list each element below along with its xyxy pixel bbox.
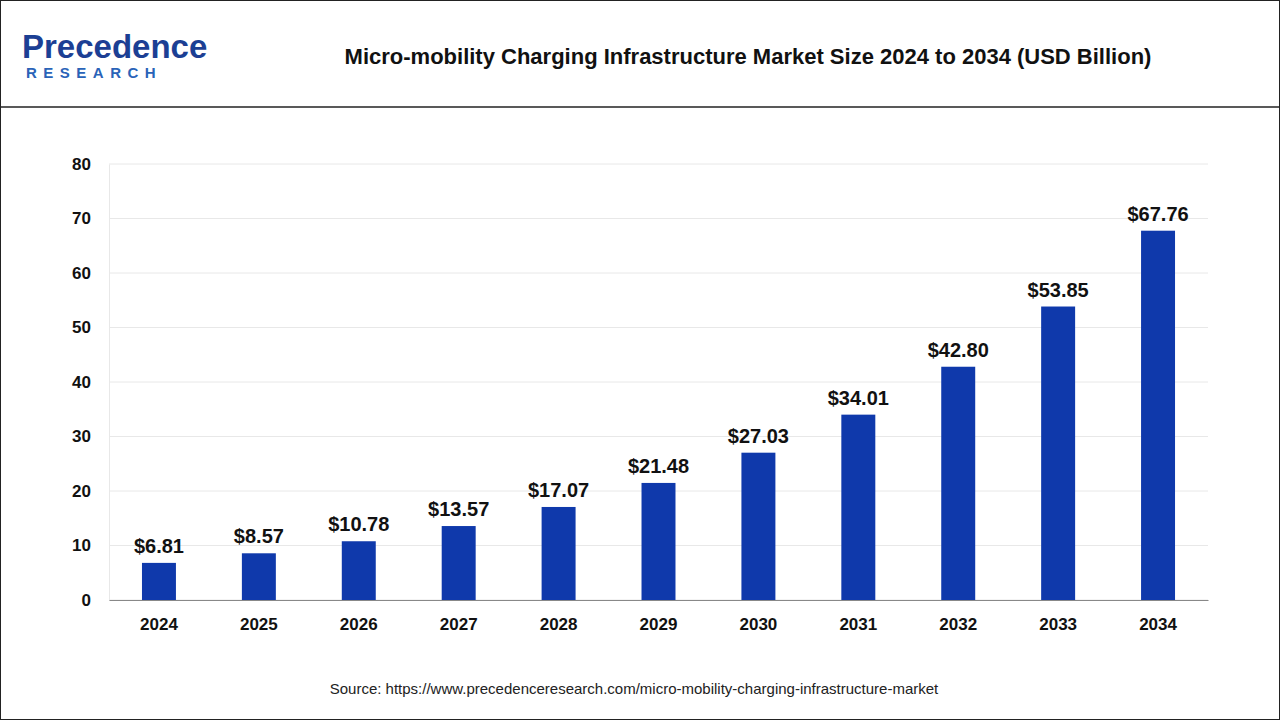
x-tick: 2034 bbox=[1139, 600, 1177, 634]
data-label: $6.81 bbox=[134, 535, 184, 557]
x-tick-label: 2034 bbox=[1139, 615, 1177, 634]
bar bbox=[242, 553, 276, 600]
y-tick: 50 bbox=[72, 318, 109, 337]
y-tick: 60 bbox=[72, 264, 109, 283]
y-tick: 20 bbox=[72, 482, 109, 501]
bar bbox=[741, 453, 775, 600]
data-label: $21.48 bbox=[628, 455, 689, 477]
x-tick: 2028 bbox=[540, 600, 578, 634]
x-tick: 2033 bbox=[1039, 600, 1077, 634]
x-tick: 2025 bbox=[240, 600, 278, 634]
x-tick-label: 2029 bbox=[640, 615, 678, 634]
y-tick: 40 bbox=[72, 373, 109, 392]
frame bbox=[1, 1, 1280, 720]
x-tick-label: 2033 bbox=[1039, 615, 1077, 634]
y-tick: 0 bbox=[82, 591, 109, 610]
y-tick-label: 30 bbox=[72, 427, 91, 446]
y-tick-label: 70 bbox=[72, 209, 91, 228]
data-label: $17.07 bbox=[528, 479, 589, 501]
bar bbox=[1041, 307, 1075, 600]
y-tick-label: 0 bbox=[82, 591, 91, 610]
data-label: $67.76 bbox=[1127, 203, 1188, 225]
x-tick-label: 2032 bbox=[939, 615, 977, 634]
x-tick: 2027 bbox=[440, 600, 478, 634]
y-tick-label: 10 bbox=[72, 536, 91, 555]
bar bbox=[1141, 231, 1175, 600]
y-tick: 30 bbox=[72, 427, 109, 446]
x-tick: 2026 bbox=[340, 600, 378, 634]
y-tick-label: 50 bbox=[72, 318, 91, 337]
logo-name: Precedence bbox=[22, 28, 207, 65]
y-tick: 10 bbox=[72, 536, 109, 555]
grid-line bbox=[109, 218, 1208, 219]
y-tick: 80 bbox=[72, 155, 109, 174]
chart-title: Micro-mobility Charging Infrastructure M… bbox=[345, 44, 1152, 69]
data-label: $10.78 bbox=[328, 513, 389, 535]
bar bbox=[941, 367, 975, 600]
x-tick-label: 2025 bbox=[240, 615, 278, 634]
grid-line bbox=[109, 164, 1208, 165]
header-separator bbox=[0, 106, 1280, 108]
bar bbox=[342, 541, 376, 600]
x-tick: 2032 bbox=[939, 600, 977, 634]
x-tick-label: 2026 bbox=[340, 615, 378, 634]
data-label: $13.57 bbox=[428, 498, 489, 520]
bar bbox=[142, 563, 176, 600]
x-tick-label: 2028 bbox=[540, 615, 578, 634]
x-tick-label: 2027 bbox=[440, 615, 478, 634]
x-tick: 2029 bbox=[640, 600, 678, 634]
bar bbox=[642, 483, 676, 600]
y-tick-label: 80 bbox=[72, 155, 91, 174]
data-label: $42.80 bbox=[928, 339, 989, 361]
x-tick: 2031 bbox=[839, 600, 877, 634]
y-axis: 0 10 20 30 40 50 60 70 80 bbox=[72, 155, 109, 610]
data-label: $34.01 bbox=[828, 387, 889, 409]
x-tick-label: 2031 bbox=[839, 615, 877, 634]
data-label: $8.57 bbox=[234, 525, 284, 547]
y-tick-label: 20 bbox=[72, 482, 91, 501]
x-axis: 2024 2025 2026 2027 2028 2029 2030 2031 2032 2033… bbox=[110, 600, 1209, 634]
y-tick: 70 bbox=[72, 209, 109, 228]
source-note: Source: https://www.precedenceresearch.c… bbox=[330, 680, 939, 697]
data-label: $27.03 bbox=[728, 425, 789, 447]
x-tick: 2030 bbox=[739, 600, 777, 634]
grid-line bbox=[109, 273, 1208, 274]
bar bbox=[442, 526, 476, 600]
grid bbox=[109, 164, 1208, 600]
x-tick-label: 2024 bbox=[140, 615, 178, 634]
bar bbox=[542, 507, 576, 600]
logo-subname: RESEARCH bbox=[26, 64, 162, 81]
y-axis-line bbox=[109, 165, 110, 601]
x-tick-label: 2030 bbox=[739, 615, 777, 634]
x-axis-line bbox=[110, 600, 1209, 601]
y-tick-label: 60 bbox=[72, 264, 91, 283]
chart: PrecedenceRESEARCH Source: https://www.pr… bbox=[0, 0, 1280, 720]
x-tick: 2024 bbox=[140, 600, 178, 634]
data-labels: $6.81 $8.57 $10.78 $13.57 $17.07 $21.48 $27.03… bbox=[134, 203, 1189, 557]
y-tick-label: 40 bbox=[72, 373, 91, 392]
bar bbox=[841, 415, 875, 600]
data-label: $53.85 bbox=[1028, 279, 1089, 301]
bars bbox=[142, 231, 1175, 600]
